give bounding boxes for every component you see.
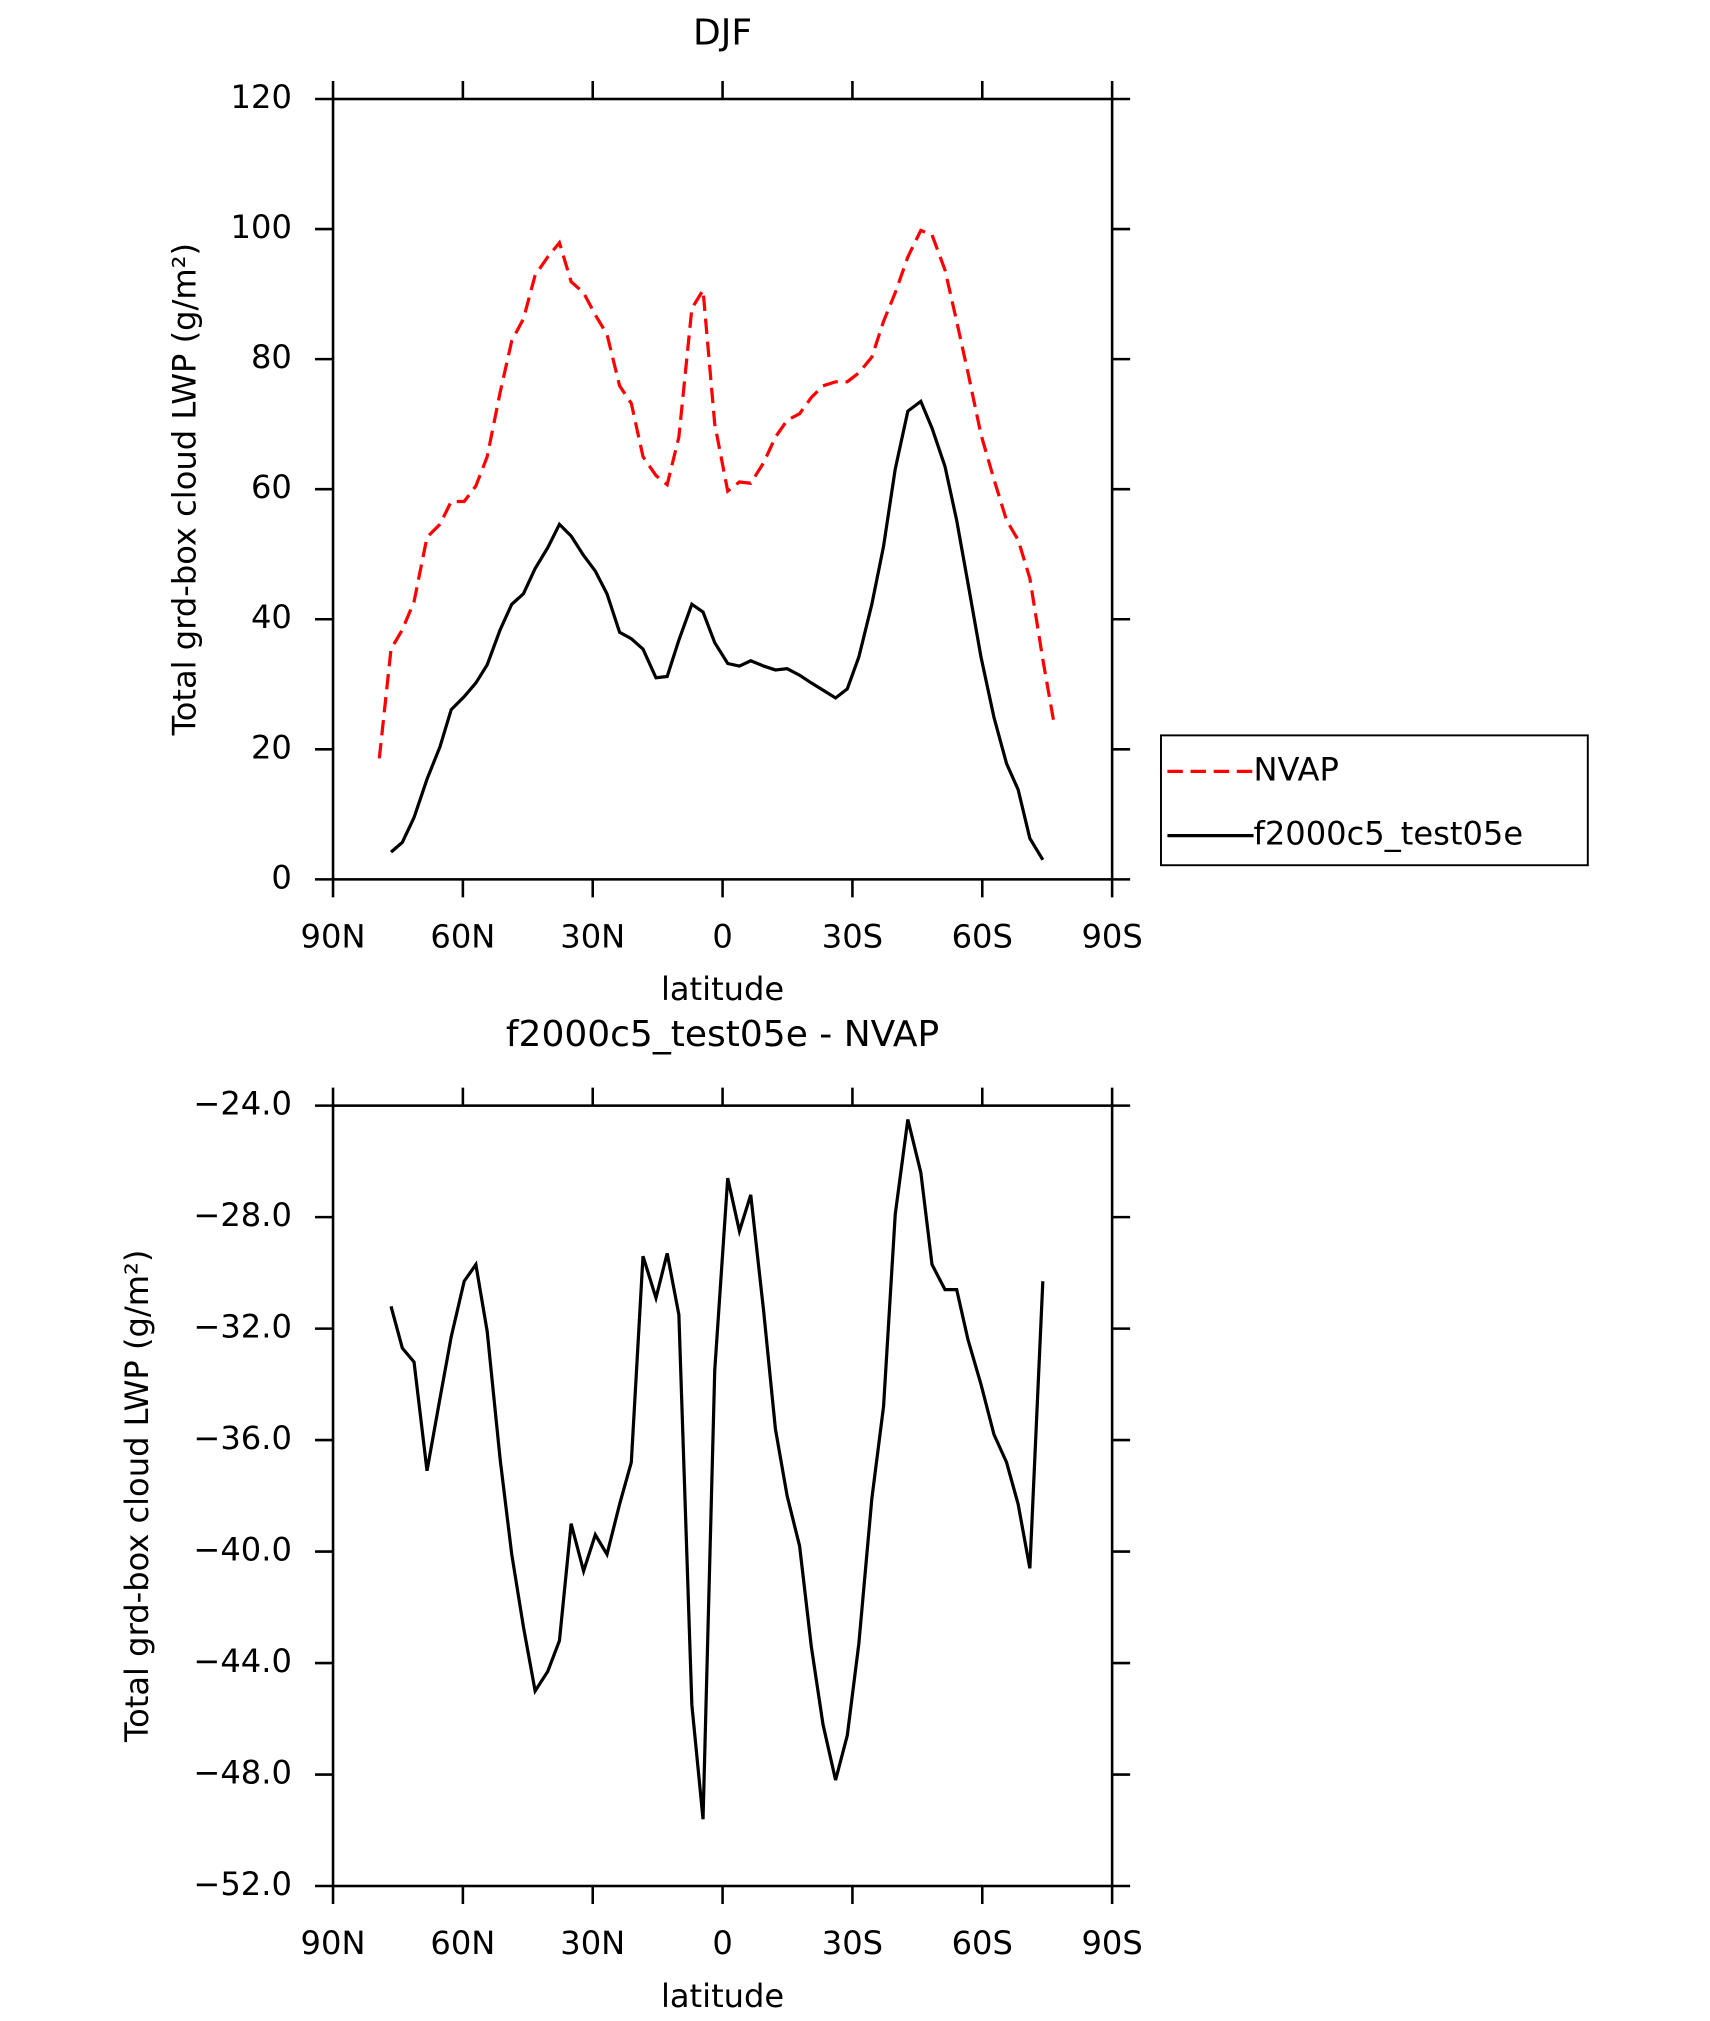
y-axis-label: Total grd-box cloud LWP (g/m²): [118, 1250, 156, 1743]
x-tick-label: 60N: [430, 918, 495, 956]
x-tick-label: 90S: [1081, 1924, 1142, 1962]
x-axis-label: latitude: [661, 1977, 784, 2015]
x-tick-label: 60N: [430, 1924, 495, 1962]
x-tick-label: 90N: [301, 1924, 366, 1962]
y-tick-label: −28.0: [193, 1196, 291, 1234]
data-line: [389, 398, 1045, 861]
x-tick-label: 90N: [301, 918, 366, 956]
legend-box: [1160, 734, 1589, 867]
legend-label: f2000c5_test05e: [1254, 815, 1524, 853]
data-line: [377, 228, 1056, 759]
chart-title: f2000c5_test05e - NVAP: [506, 1014, 939, 1055]
y-tick-label: 120: [231, 78, 292, 116]
y-tick-label: 0: [271, 858, 291, 896]
y-tick-label: −36.0: [193, 1419, 291, 1457]
y-tick-label: −48.0: [193, 1754, 291, 1792]
y-tick-label: −44.0: [193, 1642, 291, 1680]
x-axis-label: latitude: [661, 970, 784, 1008]
y-tick-label: 60: [251, 468, 292, 506]
plot-frame: [331, 1104, 1114, 1888]
x-tick-label: 0: [712, 918, 732, 956]
y-tick-label: −40.0: [193, 1531, 291, 1569]
data-line: [389, 1119, 1045, 1820]
y-tick-label: −24.0: [193, 1085, 291, 1123]
y-tick-label: −52.0: [193, 1865, 291, 1903]
x-tick-label: 30S: [822, 918, 883, 956]
legend-label: NVAP: [1254, 750, 1339, 788]
x-tick-label: 30N: [560, 1924, 625, 1962]
x-tick-label: 60S: [952, 918, 1013, 956]
plot-frame: [331, 97, 1114, 881]
y-axis-label: Total grd-box cloud LWP (g/m²): [165, 243, 203, 737]
x-tick-label: 30S: [822, 1924, 883, 1962]
y-tick-label: 20: [251, 728, 292, 766]
x-tick-label: 0: [712, 1924, 732, 1962]
x-tick-label: 60S: [952, 1924, 1013, 1962]
y-tick-label: 100: [231, 208, 292, 246]
y-tick-label: −32.0: [193, 1308, 291, 1346]
chart-title: DJF: [693, 13, 752, 54]
y-tick-label: 80: [251, 338, 292, 376]
x-tick-label: 90S: [1081, 918, 1142, 956]
y-tick-label: 40: [251, 598, 292, 636]
x-tick-label: 30N: [560, 918, 625, 956]
